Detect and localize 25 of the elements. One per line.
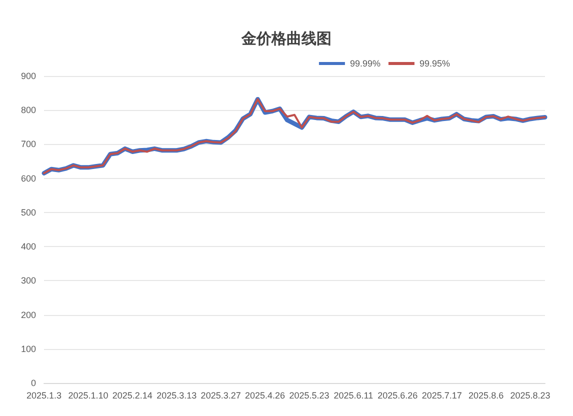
x-tick-label: 2025.1.3 [26, 390, 62, 400]
x-tick-label: 2025.4.26 [245, 390, 286, 400]
legend-label: 99.95% [419, 58, 450, 68]
y-tick-label: 400 [20, 242, 36, 252]
x-tick-label: 2025.8.6 [468, 390, 504, 400]
x-tick-label: 2025.6.26 [378, 390, 418, 400]
y-tick-label: 200 [20, 310, 36, 320]
chart-title: 金价格曲线图 [240, 30, 332, 48]
x-tick-label: 2025.3.27 [200, 390, 241, 400]
x-tick-label: 2025.1.10 [68, 390, 108, 400]
x-tick-label: 2025.3.13 [156, 390, 197, 400]
x-tick-label: 2025.7.17 [422, 390, 462, 400]
x-tick-label: 2025.6.11 [334, 390, 374, 400]
x-tick-label: 2025.8.23 [510, 390, 550, 400]
y-tick-label: 600 [20, 173, 36, 184]
y-tick-label: 800 [20, 105, 36, 116]
y-tick-label: 300 [20, 276, 36, 286]
legend-label: 99.99% [350, 58, 380, 68]
y-tick-label: 700 [20, 139, 36, 150]
y-tick-label: 100 [20, 344, 36, 354]
y-tick-label: 0 [30, 378, 36, 388]
x-tick-label: 2025.2.14 [112, 390, 152, 400]
x-tick-label: 2025.5.23 [289, 390, 330, 400]
y-tick-label: 500 [20, 207, 36, 218]
y-tick-label: 900 [20, 71, 36, 81]
